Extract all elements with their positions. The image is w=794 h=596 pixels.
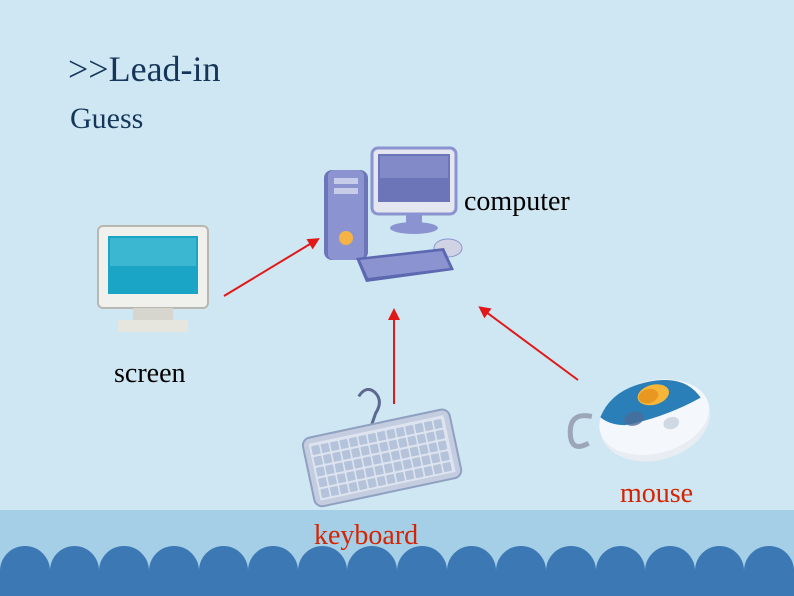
label-keyboard: keyboard: [314, 520, 418, 552]
computer-icon: [316, 140, 466, 290]
screen-icon: [88, 216, 218, 336]
label-mouse: mouse: [620, 478, 693, 510]
keyboard-icon: [296, 388, 466, 518]
label-screen: screen: [114, 358, 186, 390]
arrow-keyboard: [388, 308, 400, 404]
scallop-border: [0, 546, 794, 596]
heading-guess: Guess: [70, 102, 143, 136]
mouse-icon: [564, 358, 724, 478]
heading-leadin: >>Lead-in: [68, 48, 221, 90]
label-computer: computer: [464, 186, 570, 218]
